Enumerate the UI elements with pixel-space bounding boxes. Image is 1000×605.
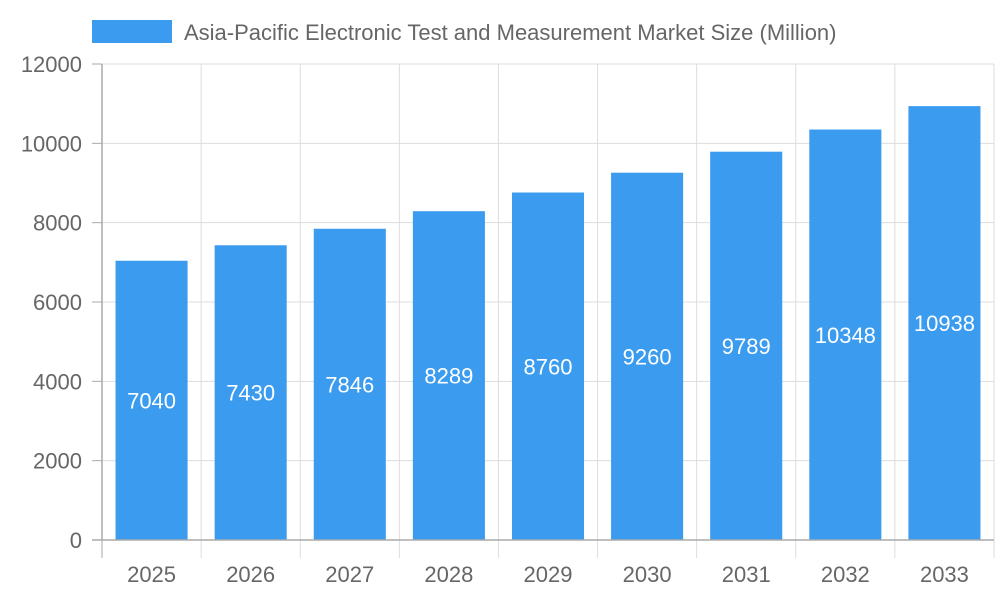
x-tick-label: 2029 (524, 562, 573, 587)
bar-2026 (214, 245, 287, 540)
y-tick-label: 0 (70, 528, 82, 553)
x-tick-label: 2027 (325, 562, 374, 587)
data-label: 10348 (815, 323, 876, 348)
y-tick-label: 6000 (33, 290, 82, 315)
x-tick-label: 2030 (623, 562, 672, 587)
legend-label: Asia-Pacific Electronic Test and Measure… (184, 20, 837, 45)
gridlines (102, 63, 995, 540)
bar-2030 (611, 172, 684, 541)
bar-2025 (115, 260, 188, 540)
data-label: 10938 (914, 311, 975, 336)
x-tick-label: 2028 (424, 562, 473, 587)
data-label: 7846 (325, 372, 374, 397)
data-label: 8289 (424, 364, 473, 389)
legend[interactable]: Asia-Pacific Electronic Test and Measure… (92, 20, 837, 45)
y-tick-label: 10000 (21, 131, 82, 156)
bar-2027 (313, 228, 386, 540)
x-tick-label: 2025 (127, 562, 176, 587)
y-tick-label: 8000 (33, 211, 82, 236)
data-label: 8760 (524, 354, 573, 379)
bar-2033 (908, 106, 981, 540)
bars: 7040 7430 7846 8289 8760 9260 9789 10348 10938 (115, 106, 981, 541)
bar-2029 (511, 192, 585, 540)
data-label: 7040 (127, 388, 176, 413)
data-label: 9260 (623, 344, 672, 369)
data-label: 9789 (722, 334, 771, 359)
legend-swatch (92, 20, 172, 43)
x-tick-label: 2031 (722, 562, 771, 587)
x-tick-label: 2033 (920, 562, 969, 587)
x-tick-label: 2026 (226, 562, 275, 587)
bar-2032 (809, 129, 882, 540)
axes: 0 2000 4000 6000 8000 10000 12000 2025 2026 2027 2… (21, 52, 995, 587)
bar-2028 (412, 211, 485, 540)
y-tick-label: 4000 (33, 369, 82, 394)
y-tick-label: 12000 (21, 52, 82, 77)
x-tick-label: 2032 (821, 562, 870, 587)
data-label: 7430 (226, 381, 275, 406)
y-tick-label: 2000 (33, 449, 82, 474)
bar-2031 (710, 151, 783, 540)
